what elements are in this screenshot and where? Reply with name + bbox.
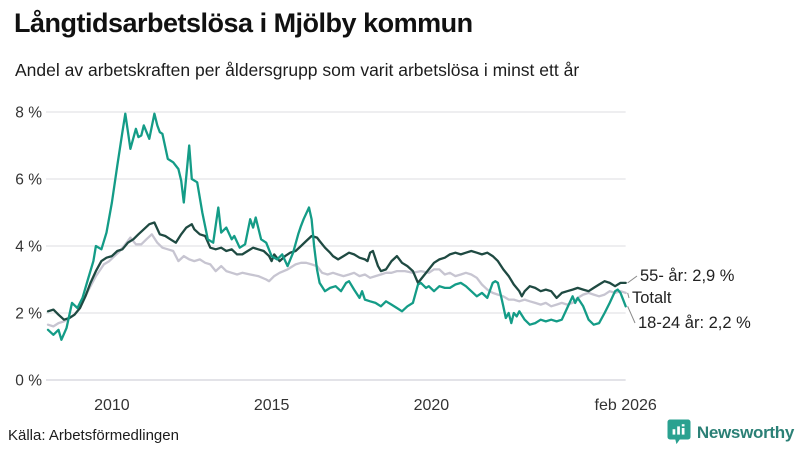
y-axis-tick-label: 8 % xyxy=(15,105,42,122)
y-axis-tick-label: 0 % xyxy=(15,373,42,390)
series-end-label-Totalt: Totalt xyxy=(632,289,672,307)
source-note: Källa: Arbetsförmedlingen xyxy=(8,427,179,444)
series-end-label-55- år: 55- år: 2,9 % xyxy=(640,267,735,285)
y-axis-tick-label: 6 % xyxy=(15,172,42,189)
chart-subtitle: Andel av arbetskraften per åldersgrupp s… xyxy=(15,60,580,80)
newsworthy-logo-text: Newsworthy xyxy=(696,422,794,442)
newsworthy-logo[interactable]: Newsworthy xyxy=(667,419,794,446)
newsworthy-bar-chart-icon xyxy=(667,419,691,445)
x-axis-tick-label: feb 2026 xyxy=(595,397,657,414)
page-title: Långtidsarbetslösa i Mjölby kommun xyxy=(14,8,473,38)
y-axis-tick-label: 2 % xyxy=(15,306,42,323)
y-axis-tick-label: 4 % xyxy=(15,239,42,256)
series-line-55- år xyxy=(46,221,627,321)
series-end-label-18-24 år: 18-24 år: 2,2 % xyxy=(638,314,751,332)
series-line-18-24 år xyxy=(46,112,627,341)
annotation-connector xyxy=(627,306,636,324)
x-axis-tick-label: 2010 xyxy=(94,397,130,414)
series-line-Totalt xyxy=(46,233,627,328)
annotation-connector xyxy=(627,275,638,284)
annotation-connector xyxy=(627,292,630,299)
x-axis-tick-label: 2015 xyxy=(254,397,290,414)
x-axis-tick-label: 2020 xyxy=(414,397,450,414)
